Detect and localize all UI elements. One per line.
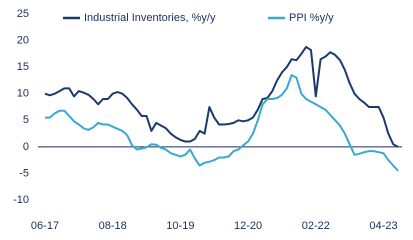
x-tick-label: 12-20 <box>234 220 262 232</box>
series-line <box>45 74 399 172</box>
y-tick-label: 5 <box>23 114 29 126</box>
x-tick-label: 10-19 <box>166 220 194 232</box>
x-tick-label: 04-23 <box>369 220 397 232</box>
y-tick-label: 15 <box>17 61 29 73</box>
x-tick-label: 06-17 <box>31 220 59 232</box>
y-tick-label: -5 <box>19 167 29 179</box>
y-tick-label: -10 <box>13 194 29 206</box>
legend-label: PPI %y/y <box>289 12 334 24</box>
y-tick-label: 10 <box>17 88 29 100</box>
legend-label: Industrial Inventories, %y/y <box>84 12 216 24</box>
y-tick-label: 20 <box>17 34 29 46</box>
series-line <box>44 45 399 148</box>
y-tick-label: 0 <box>23 141 29 153</box>
x-tick-label: 02-22 <box>302 220 330 232</box>
y-tick-label: 25 <box>17 8 29 20</box>
x-tick-label: 08-18 <box>99 220 127 232</box>
